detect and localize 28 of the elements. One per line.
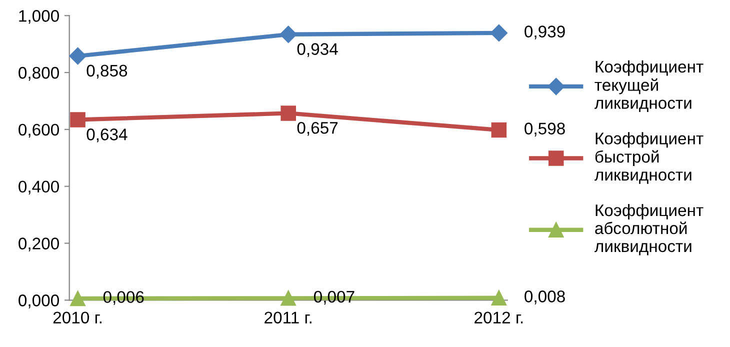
point: [491, 290, 507, 306]
data-label: 0,934: [297, 43, 338, 57]
legend-label: Коэффициент абсолютной ликвидности: [594, 204, 704, 256]
y-tick-label: 0,400: [18, 180, 59, 195]
legend-label: Коэффициент быстрой ликвидности: [594, 132, 704, 184]
y-tick-label: 0,200: [18, 238, 59, 252]
data-label: 0,008: [524, 290, 565, 304]
x-tick-label: 2010 г.: [53, 312, 102, 324]
legend-label: Коэффициент текущей ликвидности: [594, 60, 704, 112]
data-label: 0,598: [524, 122, 565, 136]
y-tick-label: 0,600: [18, 124, 59, 138]
x-tick-label: 2011 г.: [264, 312, 312, 324]
y-tick-label: 0,000: [18, 294, 59, 308]
point: [70, 290, 86, 306]
point: [280, 26, 297, 43]
y-tick-label: 1,000: [19, 10, 59, 24]
point: [490, 24, 508, 42]
data-label: 0,939: [524, 26, 565, 40]
data-label: 0,634: [86, 128, 128, 142]
point: [280, 106, 296, 121]
data-label: 0,657: [297, 122, 338, 136]
x-tick-label: 2012 г.: [474, 312, 523, 324]
point: [69, 47, 86, 65]
point: [491, 122, 507, 138]
y-tick-label: 0,800: [18, 66, 59, 81]
data-label: 0,858: [86, 64, 128, 79]
point: [280, 290, 296, 306]
point: [70, 112, 86, 128]
